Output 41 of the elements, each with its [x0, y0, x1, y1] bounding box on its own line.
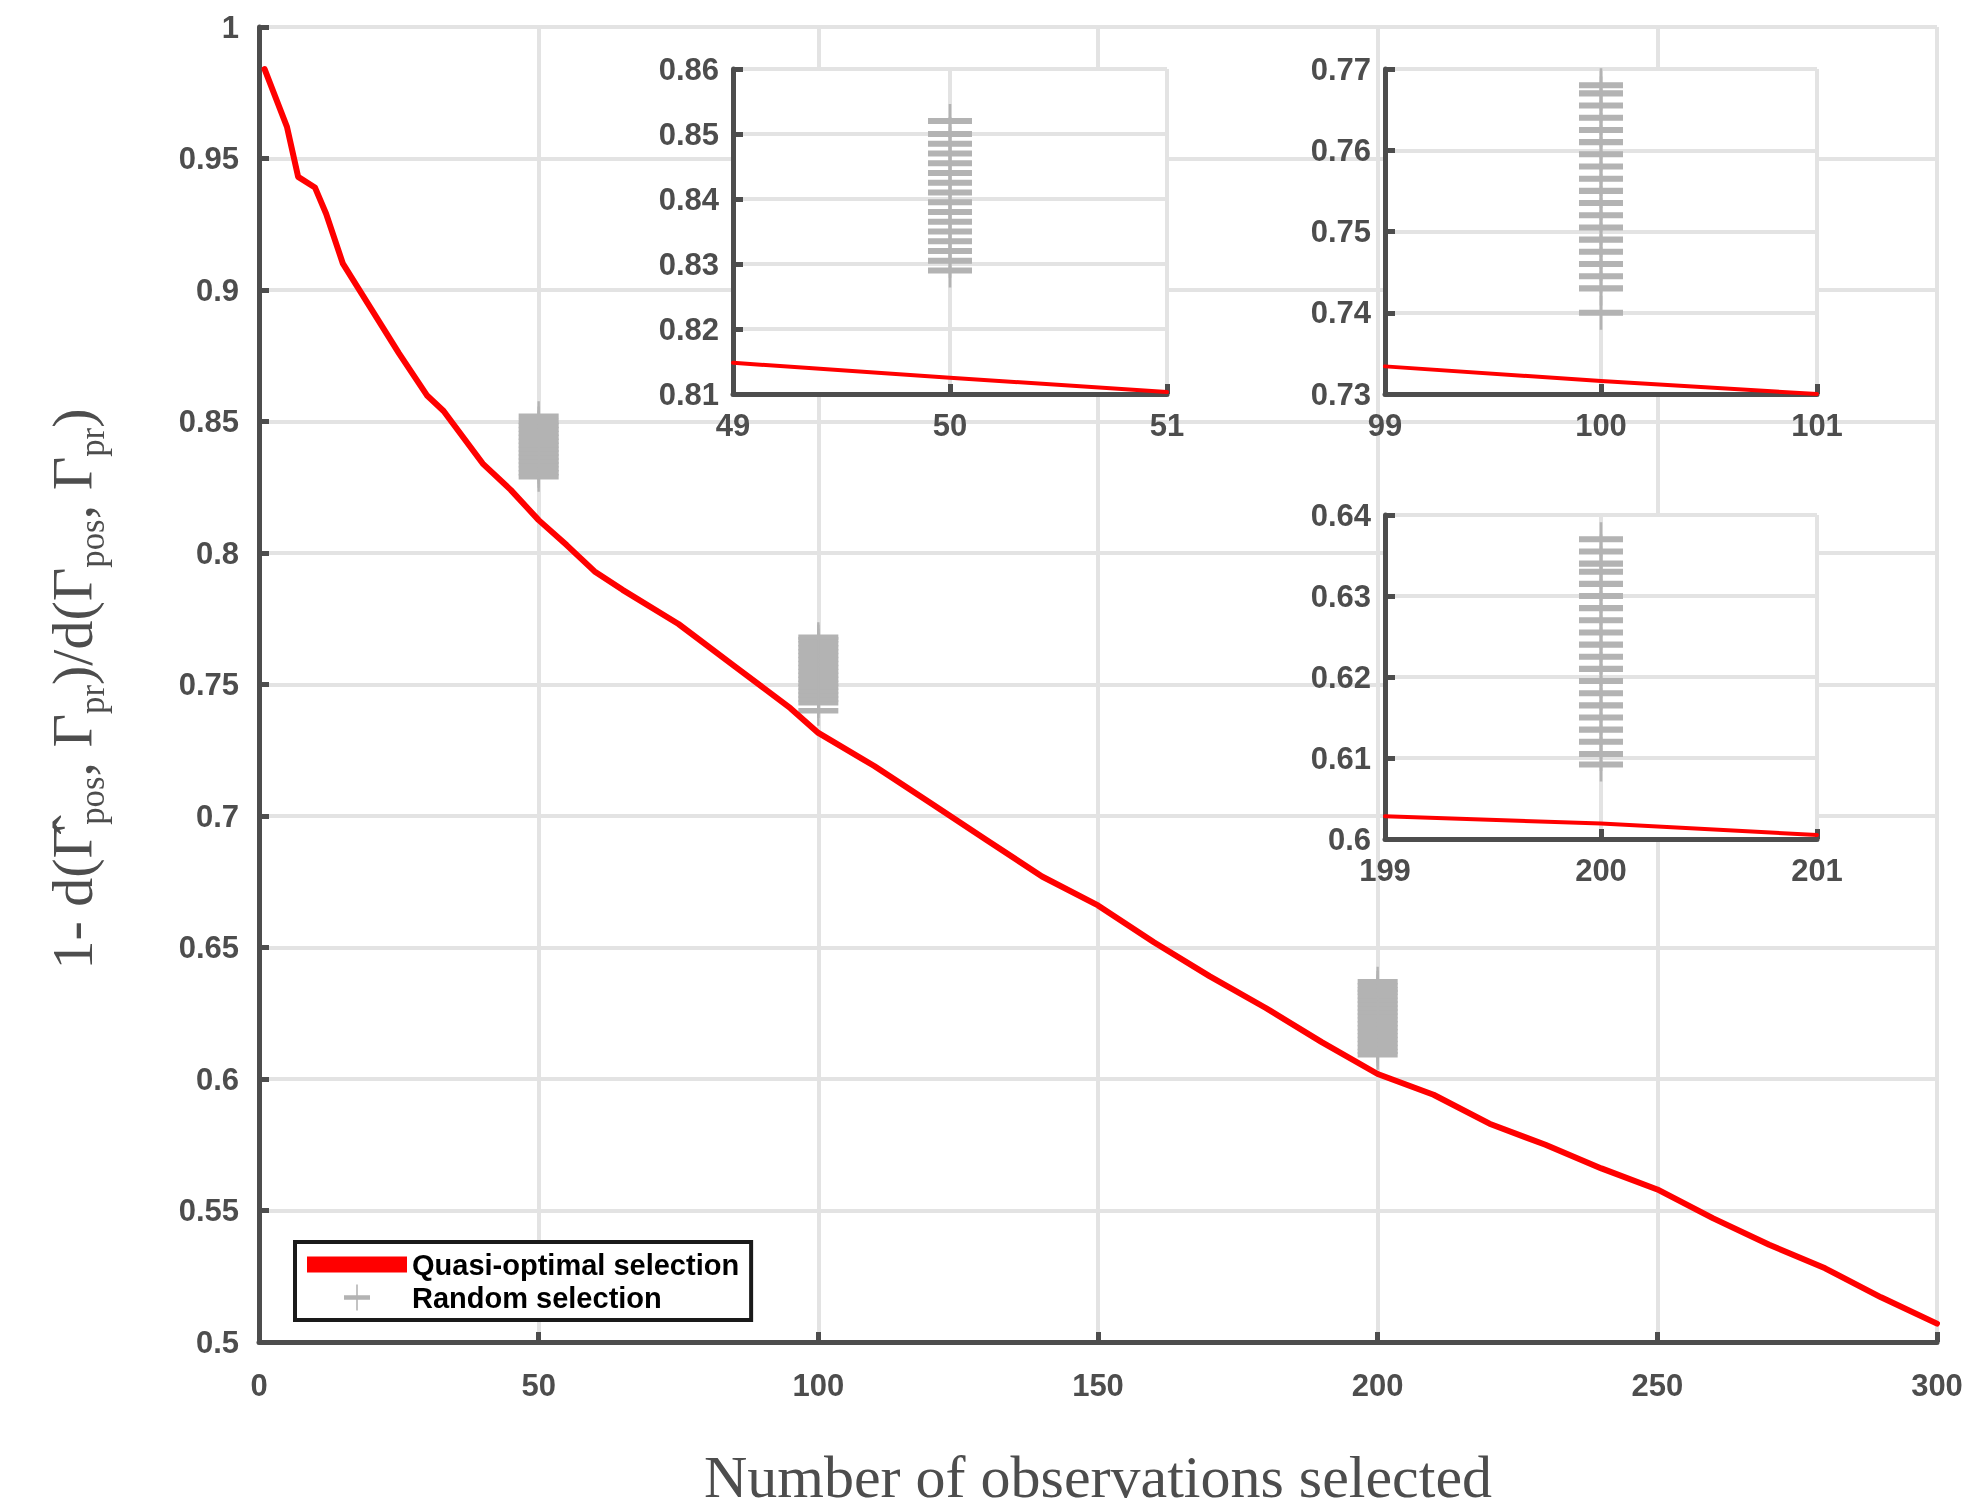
- y-tick-label: 0.65: [178, 930, 239, 965]
- point: [1579, 68, 1623, 103]
- y-tick-label: 0.55: [178, 1193, 239, 1228]
- y-tick-label: 0.75: [178, 667, 239, 702]
- x-tick-label: 201: [1791, 853, 1843, 888]
- y-tick-label: 0.75: [1310, 214, 1371, 249]
- x-tick-label: 100: [792, 1368, 845, 1403]
- y-tick-label: 0.5: [195, 1324, 239, 1360]
- x-axis-title: Number of observations selected: [703, 1444, 1493, 1510]
- y-tick-label: 0.83: [658, 246, 719, 282]
- x-tick-label: 150: [1072, 1368, 1124, 1403]
- legend-label: Quasi-optimal selection: [412, 1248, 740, 1281]
- y-tick-label: 0.86: [658, 51, 719, 87]
- y-tick-label: 0.77: [1310, 51, 1371, 87]
- y-tick-label: 0.64: [1310, 497, 1372, 533]
- y-tick-label: 0.7: [195, 798, 239, 834]
- x-tick-label: 300: [1911, 1368, 1963, 1403]
- y-tick-label: 0.84: [658, 181, 720, 217]
- y-tick-label: 0.82: [658, 311, 719, 347]
- x-tick-label: 200: [1575, 853, 1627, 888]
- y-tick-label: 0.95: [178, 141, 239, 176]
- y-tick-label: 0.9: [195, 272, 239, 308]
- y-tick-label: 0.63: [1310, 578, 1371, 614]
- x-tick-label: 101: [1791, 408, 1843, 443]
- x-tick-label: 50: [521, 1368, 556, 1403]
- y-tick-label: 0.76: [1310, 132, 1371, 168]
- y-tick-label: 0.6: [195, 1061, 239, 1097]
- x-tick-label: 100: [1575, 408, 1627, 443]
- x-tick-label: 51: [1149, 408, 1185, 443]
- legend-label: Random selection: [412, 1281, 662, 1314]
- x-tick-label: 0: [250, 1368, 268, 1403]
- x-tick-label: 250: [1631, 1368, 1684, 1403]
- y-tick-label: 0.8: [195, 535, 239, 571]
- x-tick-label: 200: [1351, 1368, 1404, 1403]
- y-tick-label: 0.85: [658, 116, 719, 152]
- y-tick-label: 0.85: [178, 404, 239, 439]
- y-tick-label: 1: [221, 9, 239, 45]
- y-tick-label: 0.62: [1310, 659, 1371, 695]
- y-tick-label: 0.61: [1310, 740, 1371, 776]
- y-tick-label: 0.74: [1310, 295, 1372, 331]
- x-tick-label: 50: [932, 408, 968, 443]
